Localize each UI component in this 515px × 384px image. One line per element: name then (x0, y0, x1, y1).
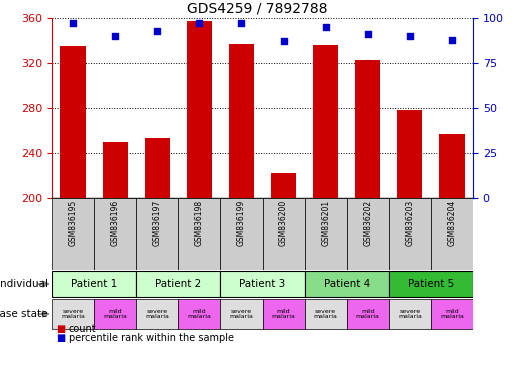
Bar (220, 271, 304, 296)
Text: severe
malaria: severe malaria (145, 309, 169, 319)
Bar (136, 271, 220, 296)
Bar (263, 198, 304, 270)
Text: severe
malaria: severe malaria (230, 309, 253, 319)
Bar (347, 198, 389, 270)
Text: GSM836204: GSM836204 (448, 200, 456, 247)
Bar (52, 271, 136, 296)
Text: GDS4259 / 7892788: GDS4259 / 7892788 (187, 2, 328, 16)
Bar (304, 198, 347, 270)
Text: ■: ■ (56, 324, 65, 334)
Bar (347, 299, 389, 329)
Bar (187, 22, 212, 198)
Bar (304, 299, 347, 329)
Point (111, 33, 119, 39)
Bar (60, 46, 85, 198)
Bar (178, 299, 220, 329)
Bar (178, 198, 220, 270)
Text: severe
malaria: severe malaria (398, 309, 422, 319)
Bar (439, 134, 465, 198)
Text: Patient 4: Patient 4 (323, 279, 370, 289)
Text: ■: ■ (56, 333, 65, 343)
Bar (271, 173, 296, 198)
Bar (304, 271, 389, 296)
Bar (136, 198, 178, 270)
Text: GSM836196: GSM836196 (111, 200, 119, 247)
Point (321, 24, 330, 30)
Text: mild
malaria: mild malaria (356, 309, 380, 319)
Text: disease state: disease state (0, 309, 48, 319)
Text: GSM836198: GSM836198 (195, 200, 204, 246)
Text: mild
malaria: mild malaria (440, 309, 464, 319)
Text: Patient 1: Patient 1 (71, 279, 117, 289)
Text: count: count (69, 324, 96, 334)
Text: mild
malaria: mild malaria (103, 309, 127, 319)
Bar (389, 271, 473, 296)
Text: GSM836200: GSM836200 (279, 200, 288, 247)
Bar (263, 299, 304, 329)
Bar (389, 299, 431, 329)
Point (69, 20, 77, 26)
Point (448, 36, 456, 43)
Text: GSM836197: GSM836197 (153, 200, 162, 247)
Bar (397, 110, 422, 198)
Text: GSM836195: GSM836195 (68, 200, 78, 247)
Text: Patient 5: Patient 5 (408, 279, 454, 289)
Text: GSM836199: GSM836199 (237, 200, 246, 247)
Text: GSM836201: GSM836201 (321, 200, 330, 246)
Text: mild
malaria: mild malaria (271, 309, 296, 319)
Point (195, 20, 203, 26)
Bar (102, 142, 128, 198)
Bar (94, 198, 136, 270)
Text: severe
malaria: severe malaria (61, 309, 85, 319)
Point (364, 31, 372, 37)
Text: Patient 2: Patient 2 (155, 279, 201, 289)
Bar (431, 198, 473, 270)
Text: percentile rank within the sample: percentile rank within the sample (69, 333, 234, 343)
Point (280, 38, 288, 45)
Bar (355, 60, 381, 198)
Text: GSM836202: GSM836202 (363, 200, 372, 246)
Bar (94, 299, 136, 329)
Bar (229, 44, 254, 198)
Text: individual: individual (0, 279, 48, 289)
Bar (313, 45, 338, 198)
Text: mild
malaria: mild malaria (187, 309, 211, 319)
Bar (431, 299, 473, 329)
Point (237, 20, 246, 26)
Text: GSM836203: GSM836203 (405, 200, 415, 247)
Text: severe
malaria: severe malaria (314, 309, 338, 319)
Bar (389, 198, 431, 270)
Bar (52, 299, 94, 329)
Bar (220, 299, 263, 329)
Bar (145, 138, 170, 198)
Bar (52, 198, 94, 270)
Bar (136, 299, 178, 329)
Bar (220, 198, 263, 270)
Text: Patient 3: Patient 3 (239, 279, 286, 289)
Point (406, 33, 414, 39)
Point (153, 28, 161, 34)
